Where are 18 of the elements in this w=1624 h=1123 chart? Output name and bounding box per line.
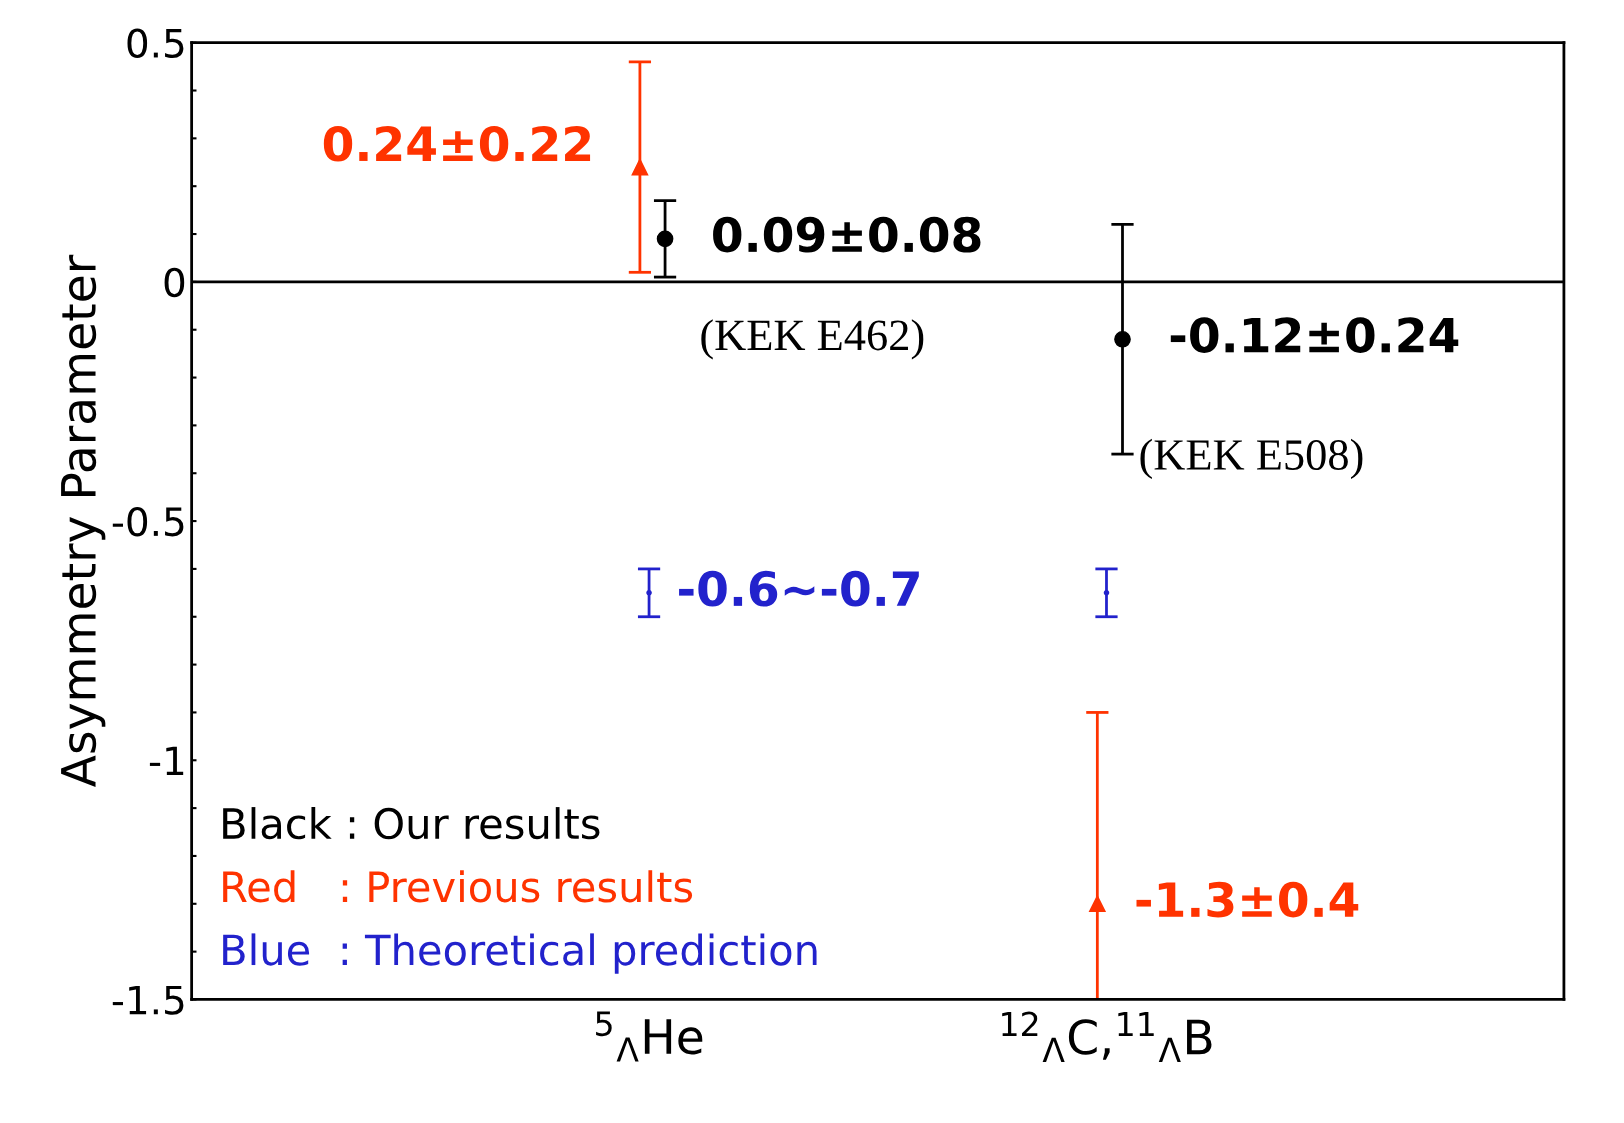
data-label: -1.3±0.4 [1136, 881, 1359, 918]
y-axis-title: Asymmetry Parameter [61, 254, 106, 787]
y-tick-label: 0.5 [127, 28, 184, 58]
y-tick-label: -1.5 [112, 985, 184, 1015]
x-tick-label: $^{5}$$_{Λ}$He [596, 1011, 703, 1062]
annotation: (KEK E508) [1140, 438, 1363, 480]
text: Black : Our results [223, 807, 600, 840]
y-tick-label: 0 [164, 267, 185, 298]
data-label: 0.24±0.22 [323, 125, 591, 162]
x-tick-label: $^{12}$$_{Λ}$C,$^{11}$$_{Λ}$B [1002, 1011, 1212, 1062]
data-label: -0.12±0.24 [1170, 317, 1459, 353]
data-label: 0.09±0.08 [713, 216, 981, 253]
annotation: (KEK E462) [701, 319, 924, 360]
y-tick-label: -1 [149, 746, 184, 776]
y-tick-label: -0.5 [112, 506, 184, 537]
data-label: -0.6∼-0.7 [679, 570, 919, 607]
text: Blue : Theoretical prediction [223, 933, 817, 974]
text: Red : Previous results [223, 870, 693, 903]
